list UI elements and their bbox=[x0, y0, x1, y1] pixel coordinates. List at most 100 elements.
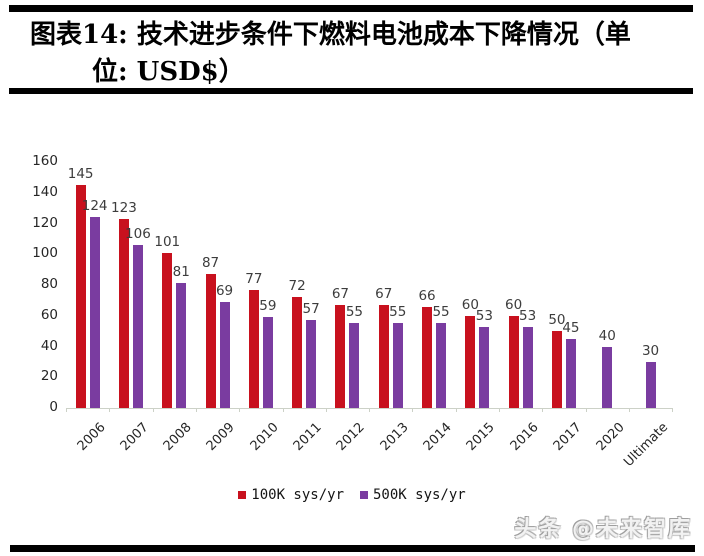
bar-value-label-100k: 72 bbox=[288, 278, 306, 295]
x-axis-tick bbox=[195, 408, 197, 412]
bar-500k-sys-yr bbox=[262, 317, 273, 408]
x-axis-category-label: 2006 bbox=[74, 420, 109, 455]
bar-100k-sys-yr bbox=[292, 297, 303, 408]
title-bottom-rule bbox=[9, 88, 693, 94]
bar-100k-sys-yr bbox=[508, 315, 519, 408]
top-rule bbox=[9, 5, 693, 12]
bar-value-label-500k: 30 bbox=[641, 342, 660, 359]
bar-100k-sys-yr bbox=[422, 306, 433, 408]
y-axis-tick-label: 160 bbox=[32, 153, 58, 169]
x-axis-tick bbox=[628, 408, 630, 412]
bar-100k-sys-yr bbox=[335, 304, 346, 408]
x-axis-category-label: 2016 bbox=[507, 420, 542, 455]
x-axis-category-label: 2015 bbox=[463, 420, 498, 455]
bar-100k-sys-yr bbox=[551, 331, 562, 408]
bar-100k-sys-yr bbox=[205, 274, 216, 408]
y-axis-tick-label: 120 bbox=[32, 214, 58, 231]
bar-value-label-500k: 124 bbox=[81, 198, 108, 215]
bar-value-label-500k: 81 bbox=[172, 264, 190, 281]
y-axis-tick-label: 40 bbox=[40, 337, 58, 354]
y-axis-tick-label: 140 bbox=[32, 183, 58, 200]
x-axis-category-label: 2013 bbox=[377, 420, 412, 455]
bar-value-label-500k: 45 bbox=[562, 319, 580, 336]
figure-title-line2: 位: USD$） bbox=[92, 57, 245, 87]
bar-100k-sys-yr bbox=[378, 304, 389, 408]
x-axis-category-label: 2012 bbox=[334, 420, 369, 455]
x-axis-tick bbox=[542, 408, 544, 412]
x-axis-category-label: 2009 bbox=[204, 420, 239, 455]
legend-item-100k-sys-yr: 100K sys/yr bbox=[238, 487, 344, 503]
x-axis-tick bbox=[369, 408, 371, 412]
bar-value-label-500k: 55 bbox=[432, 304, 450, 321]
bar-value-label-500k: 59 bbox=[259, 298, 277, 315]
x-axis-tick bbox=[152, 408, 154, 412]
bar-chart: 0 20 40 60 80 100 120 140 160 145 124 2006 123 106 200… bbox=[0, 100, 704, 485]
bar-value-label-500k: 57 bbox=[302, 301, 320, 318]
bar-value-label-100k: 67 bbox=[331, 285, 350, 302]
bar-500k-sys-yr bbox=[565, 338, 576, 408]
bar-value-label-500k: 55 bbox=[389, 304, 407, 321]
bar-500k-sys-yr bbox=[479, 326, 490, 408]
bar-value-label-500k: 106 bbox=[125, 226, 151, 243]
bar-value-label-100k: 87 bbox=[201, 255, 220, 272]
bottom-rule bbox=[10, 545, 695, 552]
bar-500k-sys-yr bbox=[89, 217, 100, 408]
x-axis-category-label: 2017 bbox=[550, 420, 585, 455]
bar-value-label-100k: 77 bbox=[245, 270, 263, 287]
bar-value-label-100k: 60 bbox=[461, 296, 479, 313]
y-axis-tick-label: 80 bbox=[40, 276, 58, 292]
bar-500k-sys-yr bbox=[436, 323, 447, 408]
bar-value-label-100k: 145 bbox=[67, 166, 94, 183]
x-axis-category-label: 2014 bbox=[420, 420, 455, 455]
bar-500k-sys-yr bbox=[132, 245, 143, 408]
x-axis-tick bbox=[325, 408, 327, 412]
x-axis-category-label: Ultimate bbox=[621, 420, 672, 470]
bar-500k-sys-yr bbox=[349, 323, 360, 408]
legend-item-500k-sys-yr: 500K sys/yr bbox=[360, 487, 466, 503]
bar-500k-sys-yr bbox=[176, 283, 187, 408]
figure-title-line1: 图表14: 技术进步条件下燃料电池成本下降情况（单 bbox=[30, 20, 631, 50]
x-axis-tick bbox=[282, 408, 284, 412]
x-axis-category-label: 2008 bbox=[160, 420, 195, 455]
legend-label: 100K sys/yr bbox=[251, 487, 344, 503]
x-axis-category-label: 2020 bbox=[593, 420, 628, 455]
bar-100k-sys-yr bbox=[248, 289, 259, 408]
y-axis-tick-label: 0 bbox=[49, 399, 58, 415]
x-axis-tick bbox=[455, 408, 457, 412]
y-axis-tick-label: 100 bbox=[32, 245, 58, 262]
bar-500k-sys-yr bbox=[522, 326, 533, 408]
x-axis-tick bbox=[239, 408, 241, 412]
bar-value-label-100k: 67 bbox=[375, 285, 393, 302]
bar-100k-sys-yr bbox=[465, 315, 476, 408]
bar-value-label-500k: 53 bbox=[519, 307, 537, 324]
y-axis-tick-label: 60 bbox=[40, 306, 58, 323]
x-axis-tick bbox=[109, 408, 111, 412]
watermark: 头条 @未来智库 bbox=[514, 511, 692, 543]
x-axis-category-label: 2011 bbox=[290, 420, 325, 455]
x-axis-tick bbox=[499, 408, 500, 412]
x-axis-tick bbox=[585, 408, 587, 412]
bar-value-label-500k: 40 bbox=[598, 327, 616, 344]
bar-100k-sys-yr bbox=[118, 218, 129, 408]
bar-value-label-500k: 69 bbox=[215, 282, 234, 299]
legend-swatch-icon bbox=[238, 491, 247, 499]
bar-value-label-100k: 101 bbox=[154, 233, 181, 250]
bar-100k-sys-yr bbox=[162, 252, 173, 408]
figure-title: 图表14: 技术进步条件下燃料电池成本下降情况（单 位: USD$） bbox=[30, 17, 690, 91]
x-axis-tick bbox=[672, 408, 674, 412]
x-axis-tick bbox=[66, 408, 67, 412]
bar-value-label-100k: 123 bbox=[111, 199, 137, 216]
bar-100k-sys-yr bbox=[75, 185, 86, 408]
watermark-text: 头条 @未来智库 bbox=[514, 517, 692, 542]
x-axis-category-label: 2007 bbox=[117, 420, 152, 455]
legend-swatch-icon bbox=[360, 491, 368, 499]
bar-500k-sys-yr bbox=[306, 320, 317, 408]
x-axis-tick bbox=[412, 408, 414, 412]
bar-500k-sys-yr bbox=[392, 323, 403, 408]
bar-500k-sys-yr bbox=[219, 301, 230, 408]
bar-500k-sys-yr bbox=[645, 361, 656, 408]
bar-value-label-100k: 66 bbox=[418, 287, 436, 304]
bar-value-label-500k: 55 bbox=[345, 304, 364, 321]
bar-500k-sys-yr bbox=[602, 346, 613, 408]
